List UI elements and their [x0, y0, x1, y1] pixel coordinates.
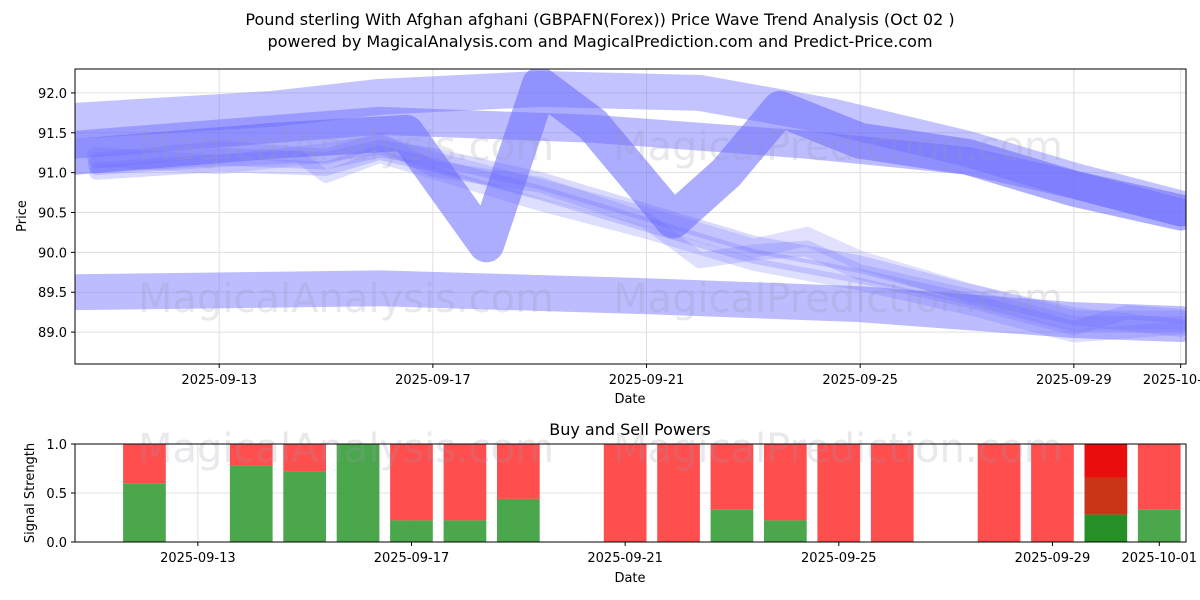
- watermark-prediction-bottom: MagicalPrediction.com: [613, 276, 1063, 322]
- price-y-tick-label: 90.5: [38, 207, 67, 222]
- sell-power-bar: [1137, 444, 1181, 510]
- watermark-analysis-bottom: MagicalAnalysis.com: [138, 276, 554, 322]
- wave-band-wave-mid-d: [90, 150, 1186, 343]
- power-y-tick-label: 1.0: [46, 438, 67, 453]
- watermark-prediction-power: MagicalPrediction.com: [613, 426, 1063, 472]
- price-x-tick-label: 2025-09-29: [1036, 373, 1112, 388]
- wave-band-wave-mid-b: [89, 145, 1186, 336]
- power-x-ticks: 2025-09-13 2025-09-17 2025-09-21 2025-09-25…: [160, 542, 1197, 566]
- price-x-tick-label: 2025-10-01: [1143, 373, 1200, 388]
- price-x-tick-label: 2025-09-13: [181, 373, 257, 388]
- power-y-ticks: 0.0 0.5 1.0: [46, 438, 75, 551]
- sell-power-bar: [229, 444, 273, 466]
- price-y-ticks: 89.0 89.5 90.0 90.5 91.0 91.5 92.0: [38, 87, 75, 341]
- power-y-tick-label: 0.0: [46, 536, 67, 551]
- power-y-axis-label: Signal Strength: [23, 443, 38, 543]
- sell-power-bar: [123, 444, 166, 484]
- price-y-tick-label: 92.0: [38, 87, 67, 102]
- power-x-axis-label: Date: [614, 571, 645, 586]
- power-x-tick-label: 2025-09-25: [801, 551, 877, 566]
- buy-power-bar: [764, 520, 807, 542]
- sell-power-bar: [443, 444, 487, 521]
- title-line-2: powered by MagicalAnalysis.com and Magic…: [267, 32, 932, 51]
- wave-band-wave-mid-c: [88, 132, 1186, 333]
- price-y-tick-label: 91.0: [38, 167, 67, 182]
- watermark-analysis-power: MagicalAnalysis.com: [138, 426, 554, 472]
- sell-power-bar: [603, 444, 647, 542]
- sell-power-bar: [657, 444, 700, 542]
- price-y-tick-label: 91.5: [38, 127, 67, 142]
- price-y-tick-label: 89.5: [38, 286, 67, 301]
- price-watermarks: MagicalAnalysis.com MagicalPrediction.co…: [138, 124, 1063, 322]
- buy-power-bar: [443, 520, 487, 542]
- buy-power-bar: [229, 465, 273, 542]
- power-x-tick-label: 2025-09-29: [1015, 551, 1091, 566]
- buy-power-bar: [1137, 509, 1181, 542]
- power-y-tick-label: 0.5: [46, 487, 67, 502]
- price-y-tick-label: 90.0: [38, 246, 67, 261]
- sell-power-bar: [870, 444, 914, 542]
- power-x-tick-label: 2025-09-17: [374, 551, 450, 566]
- power-chart-title: Buy and Sell Powers: [549, 420, 711, 439]
- power-watermarks: MagicalAnalysis.com MagicalPrediction.co…: [138, 426, 1063, 472]
- sell-power-bar: [977, 444, 1021, 542]
- sell-power-bar: [1031, 444, 1074, 542]
- buy-power-bar: [390, 520, 433, 542]
- title-line-1: Pound sterling With Afghan afghani (GBPA…: [245, 10, 954, 29]
- buy-power-bar: [710, 509, 754, 542]
- buy-power-bar: [1084, 514, 1128, 542]
- wave-band-wave-zigzag: [75, 69, 1186, 263]
- sell-power-bar: [764, 444, 807, 521]
- power-x-tick-label: 2025-09-13: [160, 551, 236, 566]
- watermark-prediction-top: MagicalPrediction.com: [613, 124, 1063, 170]
- watermark-analysis-top: MagicalAnalysis.com: [138, 124, 554, 170]
- buy-power-bar: [497, 498, 540, 542]
- price-wave-bands: [75, 69, 1186, 343]
- price-y-tick-label: 89.0: [38, 326, 67, 341]
- price-x-ticks: 2025-09-13 2025-09-17 2025-09-21 2025-09-25…: [181, 364, 1200, 388]
- power-x-tick-label: 2025-09-21: [587, 551, 663, 566]
- sell-power-bar: [710, 444, 754, 510]
- sell-power-bar: [283, 444, 326, 472]
- overlap-power-bar: [1084, 477, 1128, 515]
- wave-band-wave-mid-e: [86, 135, 1186, 330]
- sell-power-bar: [390, 444, 433, 521]
- wave-band-wave-mid-a: [87, 139, 1186, 337]
- buy-power-bar: [336, 444, 380, 542]
- sell-power-bar: [817, 444, 861, 542]
- power-x-tick-label: 2025-10-01: [1122, 551, 1198, 566]
- buy-power-bar: [123, 483, 166, 542]
- price-x-tick-label: 2025-09-21: [609, 373, 685, 388]
- wave-band-wave-lower-long: [75, 270, 1186, 343]
- sell-power-bar: [497, 444, 540, 499]
- price-x-axis-label: Date: [614, 392, 645, 407]
- power-bars: [123, 444, 1181, 542]
- price-x-tick-label: 2025-09-25: [822, 373, 898, 388]
- price-x-tick-label: 2025-09-17: [395, 373, 471, 388]
- price-y-axis-label: Price: [15, 200, 30, 232]
- buy-power-bar: [283, 471, 326, 542]
- price-plot-frame: [74, 68, 1187, 365]
